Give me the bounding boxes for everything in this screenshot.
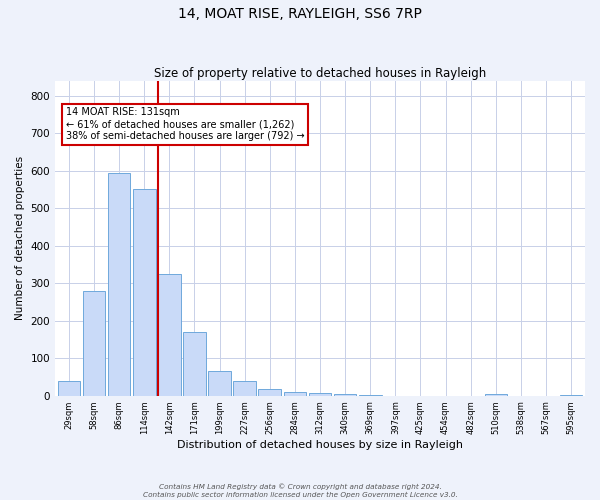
X-axis label: Distribution of detached houses by size in Rayleigh: Distribution of detached houses by size … <box>177 440 463 450</box>
Bar <box>259 389 281 396</box>
Bar <box>233 382 256 396</box>
Bar <box>284 392 306 396</box>
Bar <box>309 392 331 396</box>
Bar <box>334 394 356 396</box>
Bar <box>133 190 155 396</box>
Bar <box>158 274 181 396</box>
Text: 14 MOAT RISE: 131sqm
← 61% of detached houses are smaller (1,262)
38% of semi-de: 14 MOAT RISE: 131sqm ← 61% of detached h… <box>65 108 304 140</box>
Title: Size of property relative to detached houses in Rayleigh: Size of property relative to detached ho… <box>154 66 486 80</box>
Text: Contains HM Land Registry data © Crown copyright and database right 2024.
Contai: Contains HM Land Registry data © Crown c… <box>143 484 457 498</box>
Y-axis label: Number of detached properties: Number of detached properties <box>15 156 25 320</box>
Bar <box>83 290 105 396</box>
Text: 14, MOAT RISE, RAYLEIGH, SS6 7RP: 14, MOAT RISE, RAYLEIGH, SS6 7RP <box>178 8 422 22</box>
Bar <box>58 382 80 396</box>
Bar <box>359 395 382 396</box>
Bar <box>485 394 507 396</box>
Bar <box>183 332 206 396</box>
Bar <box>560 394 583 396</box>
Bar <box>208 372 231 396</box>
Bar <box>108 172 130 396</box>
